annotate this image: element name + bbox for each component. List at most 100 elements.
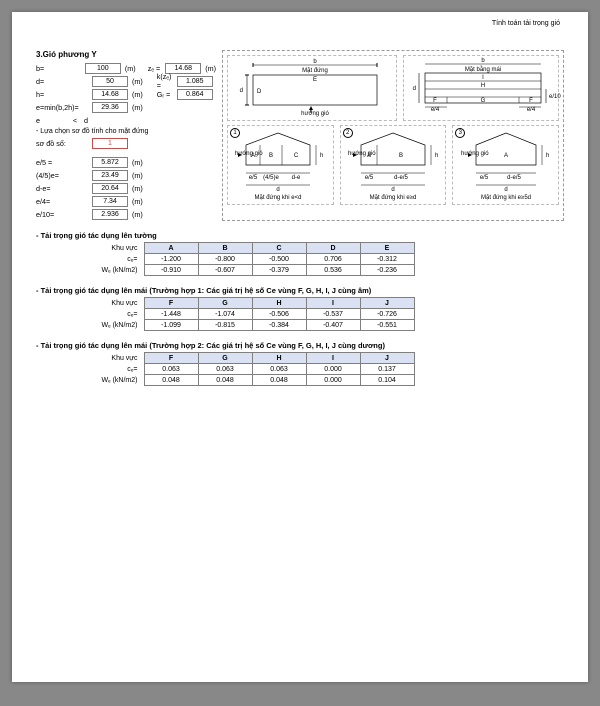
roof1-table-title: - Tải trọng gió tác dụng lên mái (Trường… (36, 286, 564, 295)
table-cell: 0.048 (252, 375, 306, 386)
plan-roof-svg: b Mặt bằng mái I H F G F (411, 59, 551, 117)
svg-text:hướng gió: hướng gió (301, 111, 329, 117)
d-label: d= (36, 77, 92, 86)
cmp-rhs: d (84, 116, 88, 125)
table-cell: 0.137 (360, 364, 414, 375)
table-header: J (360, 298, 414, 309)
table-header: J (360, 353, 414, 364)
svg-text:b: b (482, 58, 486, 64)
document-page: Tính toán tải trọng gió 3.Gió phương Y b… (12, 12, 588, 682)
e4-unit: (m) (132, 197, 143, 206)
plan-elevation-diagram: b Mặt đứng D E d hướng gió (227, 55, 397, 121)
circle-1-icon: 1 (230, 128, 240, 138)
table-cell: 0.000 (306, 375, 360, 386)
svg-text:e/5: e/5 (480, 175, 489, 181)
svg-text:h: h (435, 153, 438, 159)
roof2-table-title: - Tải trọng gió tác dụng lên mái (Trường… (36, 341, 564, 350)
table-cell: -0.379 (252, 265, 306, 276)
table-cell: -1.448 (144, 309, 198, 320)
table-cell: -0.910 (144, 265, 198, 276)
svg-text:F: F (433, 98, 437, 104)
f45e-unit: (m) (132, 171, 143, 180)
svg-text:d: d (504, 187, 507, 193)
d-value: 50 (92, 76, 128, 87)
svg-text:D: D (257, 89, 262, 95)
table-cell: 0.063 (252, 364, 306, 375)
b-label: b= (36, 64, 85, 73)
scheme-label: sơ đồ số: (36, 139, 92, 148)
table-cell: 0.063 (144, 364, 198, 375)
table-header: E (360, 243, 414, 254)
roof1-table-section: - Tải trọng gió tác dụng lên mái (Trường… (36, 286, 564, 331)
de-unit: (m) (132, 184, 143, 193)
table-header: H (252, 298, 306, 309)
table-cell: -0.500 (252, 254, 306, 265)
table-cell: -0.384 (252, 320, 306, 331)
elev2-svg: A B h hướng gió e/5 d-e/5 d Mặt đứng khi… (343, 129, 443, 201)
gr-value: 0.864 (177, 89, 213, 100)
e-label: e=min(b,2h)= (36, 103, 92, 112)
elev1-svg: A B C h hướng gió e/5 (4/5)e d-e (230, 129, 330, 201)
table-rowlabel: Wₑ (kN/m2) (84, 320, 144, 331)
svg-text:E: E (313, 77, 317, 83)
svg-text:b: b (314, 59, 318, 65)
svg-text:H: H (481, 83, 485, 89)
e4-value: 7.34 (92, 196, 128, 207)
svg-text:d: d (240, 88, 243, 94)
e10-unit: (m) (132, 210, 143, 219)
svg-text:e/5: e/5 (249, 175, 258, 181)
svg-text:hướng gió: hướng gió (348, 151, 376, 157)
svg-text:Mặt bằng mái: Mặt bằng mái (465, 66, 501, 73)
kze-value: 1.085 (177, 76, 213, 87)
table-header: C (252, 243, 306, 254)
wall-table-title: - Tải trọng gió tác dụng lên tường (36, 231, 564, 240)
table-col0: Khu vực (84, 298, 144, 309)
table-cell: -0.800 (198, 254, 252, 265)
svg-text:F: F (529, 98, 533, 104)
table-header: G (198, 353, 252, 364)
table-cell: -1.099 (144, 320, 198, 331)
svg-text:d: d (277, 187, 280, 193)
svg-text:d: d (413, 86, 416, 92)
svg-text:hướng gió: hướng gió (461, 151, 489, 157)
table-header: F (144, 353, 198, 364)
wall-table: Khu vựcABCDEcₑ=-1.200-0.800-0.5000.706-0… (84, 242, 415, 276)
e-value: 29.36 (92, 102, 128, 113)
roof1-table: Khu vựcFGHIJcₑ=-1.448-1.074-0.506-0.537-… (84, 297, 415, 331)
svg-text:d-e/5: d-e/5 (394, 175, 408, 181)
f45e-value: 23.49 (92, 170, 128, 181)
table-cell: -0.537 (306, 309, 360, 320)
plan-elev-svg: b Mặt đứng D E d hướng gió (237, 59, 387, 117)
roof2-table: Khu vựcFGHIJcₑ=0.0630.0630.0630.0000.137… (84, 352, 415, 386)
table-cell: 0.536 (306, 265, 360, 276)
svg-text:(4/5)e: (4/5)e (263, 175, 279, 181)
table-cell: -0.236 (360, 265, 414, 276)
svg-text:I: I (482, 75, 484, 81)
table-header: F (144, 298, 198, 309)
elevation-diagram-2: 2 A B h hướng gió e/5 d-e/5 (340, 125, 447, 205)
table-header: H (252, 353, 306, 364)
table-header: I (306, 353, 360, 364)
table-header: B (198, 243, 252, 254)
table-cell: -0.607 (198, 265, 252, 276)
table-header: I (306, 298, 360, 309)
e5-unit: (m) (132, 158, 143, 167)
top-zone: 3.Gió phương Y b= 100 (m) zₑ = 14.68 (m)… (36, 50, 564, 221)
svg-text:Mặt đứng khi e<d: Mặt đứng khi e<d (255, 195, 302, 201)
e5-value: 5.872 (92, 157, 128, 168)
elevation-diagram-3: 3 A h hướng gió e/5 d-e/5 d (452, 125, 559, 205)
gr-label: Gᵣ = (157, 90, 177, 99)
svg-text:Mặt đứng khi e≥5d: Mặt đứng khi e≥5d (481, 195, 531, 201)
svg-text:h: h (320, 153, 323, 159)
b-value: 100 (85, 63, 121, 74)
svg-text:Mặt đứng khi e≥d: Mặt đứng khi e≥d (370, 195, 417, 201)
e10-value: 2.936 (92, 209, 128, 220)
table-cell: -0.407 (306, 320, 360, 331)
svg-text:d: d (391, 187, 394, 193)
ze-unit: (m) (205, 64, 216, 73)
plan-roof-diagram: b Mặt bằng mái I H F G F (403, 55, 559, 121)
table-rowlabel: Wₑ (kN/m2) (84, 375, 144, 386)
table-cell: -0.551 (360, 320, 414, 331)
table-cell: -0.815 (198, 320, 252, 331)
table-header: D (306, 243, 360, 254)
